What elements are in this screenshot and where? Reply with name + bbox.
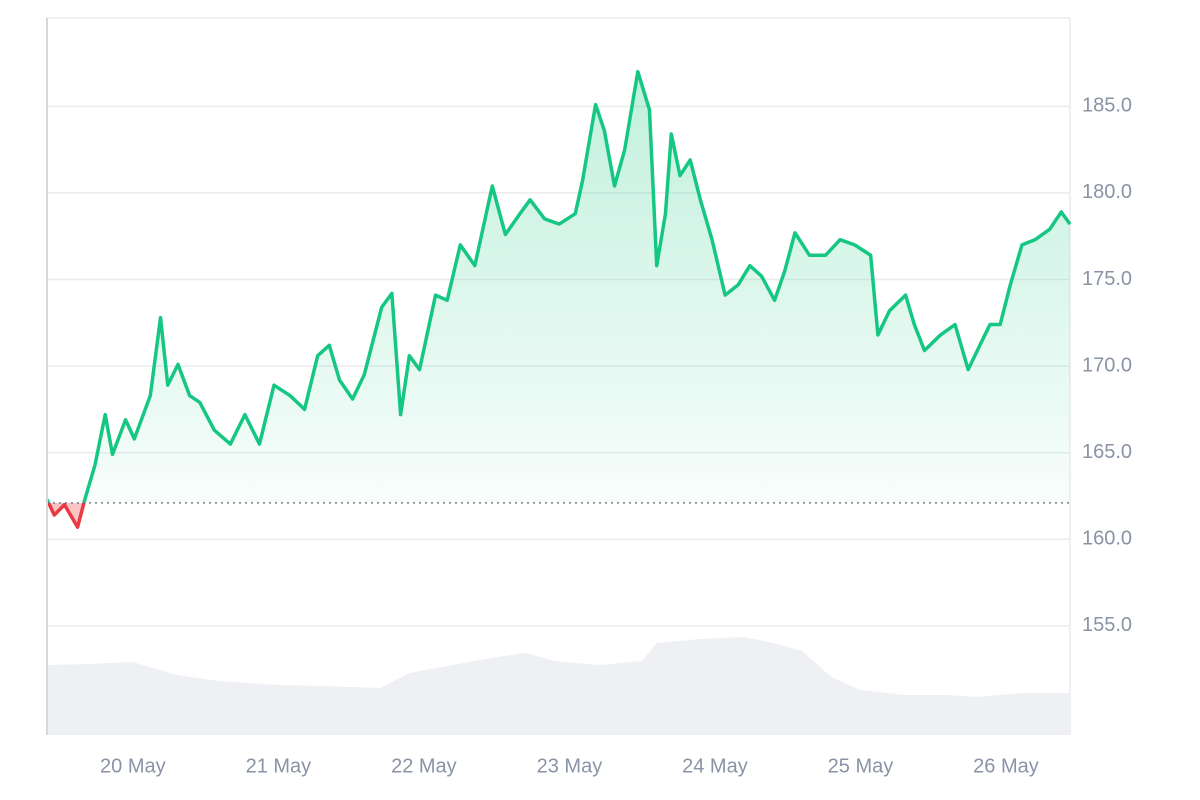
x-tick-label: 24 May: [682, 755, 748, 777]
y-tick-label: 165.0: [1082, 441, 1132, 463]
volume-area: [47, 637, 1070, 735]
y-tick-label: 180.0: [1082, 181, 1132, 203]
x-tick-label: 22 May: [391, 755, 457, 777]
y-tick-label: 170.0: [1082, 354, 1132, 376]
y-tick-label: 175.0: [1082, 268, 1132, 290]
x-tick-label: 26 May: [973, 755, 1039, 777]
x-tick-label: 21 May: [246, 755, 312, 777]
y-tick-label: 185.0: [1082, 95, 1132, 117]
x-tick-label: 23 May: [537, 755, 603, 777]
y-tick-label: 155.0: [1082, 614, 1132, 636]
x-tick-label: 20 May: [100, 755, 166, 777]
price-line: [45, 69, 1072, 529]
price-area: [47, 71, 1070, 528]
y-tick-label: 160.0: [1082, 528, 1132, 550]
x-tick-label: 25 May: [828, 755, 894, 777]
